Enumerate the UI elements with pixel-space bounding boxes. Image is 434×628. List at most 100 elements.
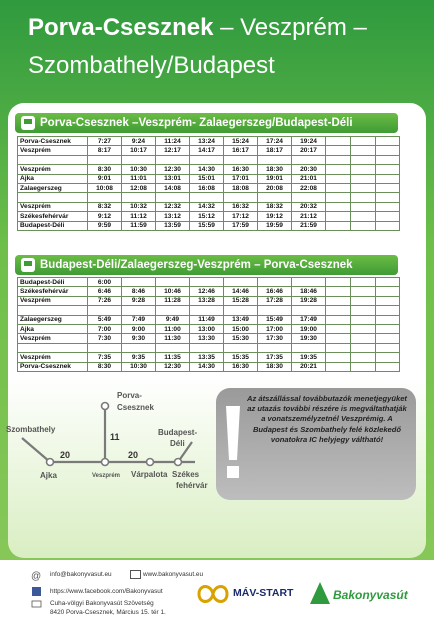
timetable-row: Zalaegerszeg 5:49 7:49 9:49 11:49 13:49 15:49 1… bbox=[17, 314, 400, 325]
departure-time: 17:49 bbox=[291, 314, 326, 325]
departure-time: 11:01 bbox=[121, 173, 156, 184]
empty-cell bbox=[87, 342, 122, 354]
station-label: Várpalota bbox=[131, 470, 168, 479]
departure-time: 19:24 bbox=[291, 135, 326, 147]
empty-cell bbox=[223, 192, 258, 203]
departure-time: 15:24 bbox=[223, 135, 258, 147]
empty-cell bbox=[325, 192, 351, 203]
train-icon bbox=[21, 116, 35, 130]
empty-cell bbox=[155, 305, 190, 316]
empty-cell bbox=[325, 333, 351, 344]
section-title: Budapest-Déli/Zalaegerszeg-Veszprém – Po… bbox=[40, 259, 353, 271]
empty-cell bbox=[223, 276, 258, 288]
departure-time: 13:30 bbox=[189, 333, 224, 344]
mav-logo-mark bbox=[197, 585, 229, 603]
facebook-link[interactable]: https://www.facebook.com/Bakonyvasut bbox=[50, 588, 163, 595]
header: Porva-Csesznek – Veszprém – Szombathely/… bbox=[0, 0, 434, 100]
departure-time: 14:08 bbox=[155, 182, 190, 194]
departure-time: 16:17 bbox=[223, 145, 258, 156]
empty-cell bbox=[375, 305, 400, 316]
empty-cell bbox=[350, 211, 376, 222]
departure-time: 13:28 bbox=[189, 295, 224, 307]
empty-cell bbox=[87, 305, 122, 316]
departure-time: 18:17 bbox=[257, 145, 292, 156]
departure-time: 10:30 bbox=[121, 164, 156, 175]
departure-time: 7:49 bbox=[121, 314, 156, 325]
empty-cell bbox=[375, 192, 400, 203]
empty-cell bbox=[257, 154, 292, 166]
distance: 20 bbox=[60, 450, 70, 460]
station-name: Zalaegerszeg bbox=[17, 182, 88, 194]
email[interactable]: info@bakonyvasut.eu bbox=[50, 571, 112, 578]
departure-time: 13:01 bbox=[155, 173, 190, 184]
exclamation-dot bbox=[227, 466, 239, 478]
departure-time: 17:12 bbox=[223, 211, 258, 222]
departure-time: 14:17 bbox=[189, 145, 224, 156]
empty-cell bbox=[189, 305, 224, 316]
departure-time: 11:00 bbox=[155, 323, 190, 335]
departure-time: 19:12 bbox=[257, 211, 292, 222]
timetable-row: Zalaegerszeg 10:08 12:08 14:08 16:08 18:08 20:… bbox=[17, 182, 400, 194]
departure-time: 18:32 bbox=[257, 201, 292, 213]
station-label: Ajka bbox=[40, 471, 57, 480]
station-label: Székes bbox=[172, 470, 200, 479]
empty-cell bbox=[223, 154, 258, 166]
address: 8420 Porva-Csesznek, Március 15. tér 1. bbox=[50, 609, 166, 616]
empty-cell bbox=[87, 154, 122, 166]
bakonyvasut-logo: Bakonyvasút bbox=[333, 588, 408, 602]
empty-cell bbox=[257, 305, 292, 316]
station-name: Budapest-Déli bbox=[17, 220, 88, 231]
station-dot bbox=[45, 457, 55, 467]
station-name: Budapest-Déli bbox=[17, 276, 88, 288]
empty-cell bbox=[375, 361, 400, 372]
departure-time: 22:08 bbox=[291, 182, 326, 194]
departure-time: 9:28 bbox=[121, 295, 156, 307]
empty-cell bbox=[350, 361, 376, 372]
timetable-row: Porva-Csesznek 7:27 9:24 11:24 13:24 15:24 17:… bbox=[17, 135, 400, 147]
timetable-row: Budapest-Déli 9:59 11:59 13:59 15:59 17:59 19:… bbox=[17, 220, 400, 231]
empty-cell bbox=[375, 333, 400, 344]
station-name: Veszprém bbox=[17, 164, 88, 175]
empty-cell bbox=[375, 295, 400, 307]
departure-time: 19:00 bbox=[291, 323, 326, 335]
website[interactable]: www.bakonyvasut.eu bbox=[143, 571, 204, 578]
empty-cell bbox=[325, 154, 351, 166]
departure-time: 5:49 bbox=[87, 314, 122, 325]
departure-time: 9:30 bbox=[121, 333, 156, 344]
empty-cell bbox=[350, 342, 376, 354]
departure-time: 14:30 bbox=[189, 361, 224, 372]
empty-cell bbox=[189, 192, 224, 203]
empty-cell bbox=[17, 192, 88, 203]
empty-cell bbox=[350, 286, 376, 297]
departure-time: 17:24 bbox=[257, 135, 292, 147]
empty-cell bbox=[375, 173, 400, 184]
contact-icons: @ bbox=[31, 571, 42, 608]
empty-cell bbox=[350, 305, 376, 316]
station-name: Veszprém bbox=[17, 145, 88, 156]
departure-time: 17:00 bbox=[257, 323, 292, 335]
departure-time: 13:00 bbox=[189, 323, 224, 335]
title-line: Szombathely/Budapest bbox=[28, 52, 275, 79]
timetable: Porva-Csesznek 7:27 9:24 11:24 13:24 15:24 17:… bbox=[17, 135, 400, 231]
empty-cell bbox=[223, 342, 258, 354]
timetable-row: Székesfehérvár 6:46 8:46 10:46 12:46 14:46 16:… bbox=[17, 286, 400, 297]
departure-time: 15:12 bbox=[189, 211, 224, 222]
departure-time: 7:30 bbox=[87, 333, 122, 344]
departure-time: 16:30 bbox=[223, 361, 258, 372]
departure-time: 13:12 bbox=[155, 211, 190, 222]
empty-cell bbox=[375, 276, 400, 288]
station-label: Budapest- bbox=[158, 428, 197, 437]
spacer-row bbox=[17, 154, 400, 166]
station-name: Porva-Csesznek bbox=[17, 361, 88, 372]
departure-time: 15:30 bbox=[223, 333, 258, 344]
departure-time: 11:49 bbox=[189, 314, 224, 325]
station-label: Veszprém bbox=[92, 473, 120, 479]
empty-cell bbox=[375, 145, 400, 156]
departure-time: 8:30 bbox=[87, 361, 122, 372]
empty-cell bbox=[325, 361, 351, 372]
departure-time: 6:46 bbox=[87, 286, 122, 297]
empty-cell bbox=[325, 276, 351, 288]
at-icon: @ bbox=[31, 571, 41, 582]
web-icon bbox=[130, 570, 141, 579]
empty-cell bbox=[291, 154, 326, 166]
